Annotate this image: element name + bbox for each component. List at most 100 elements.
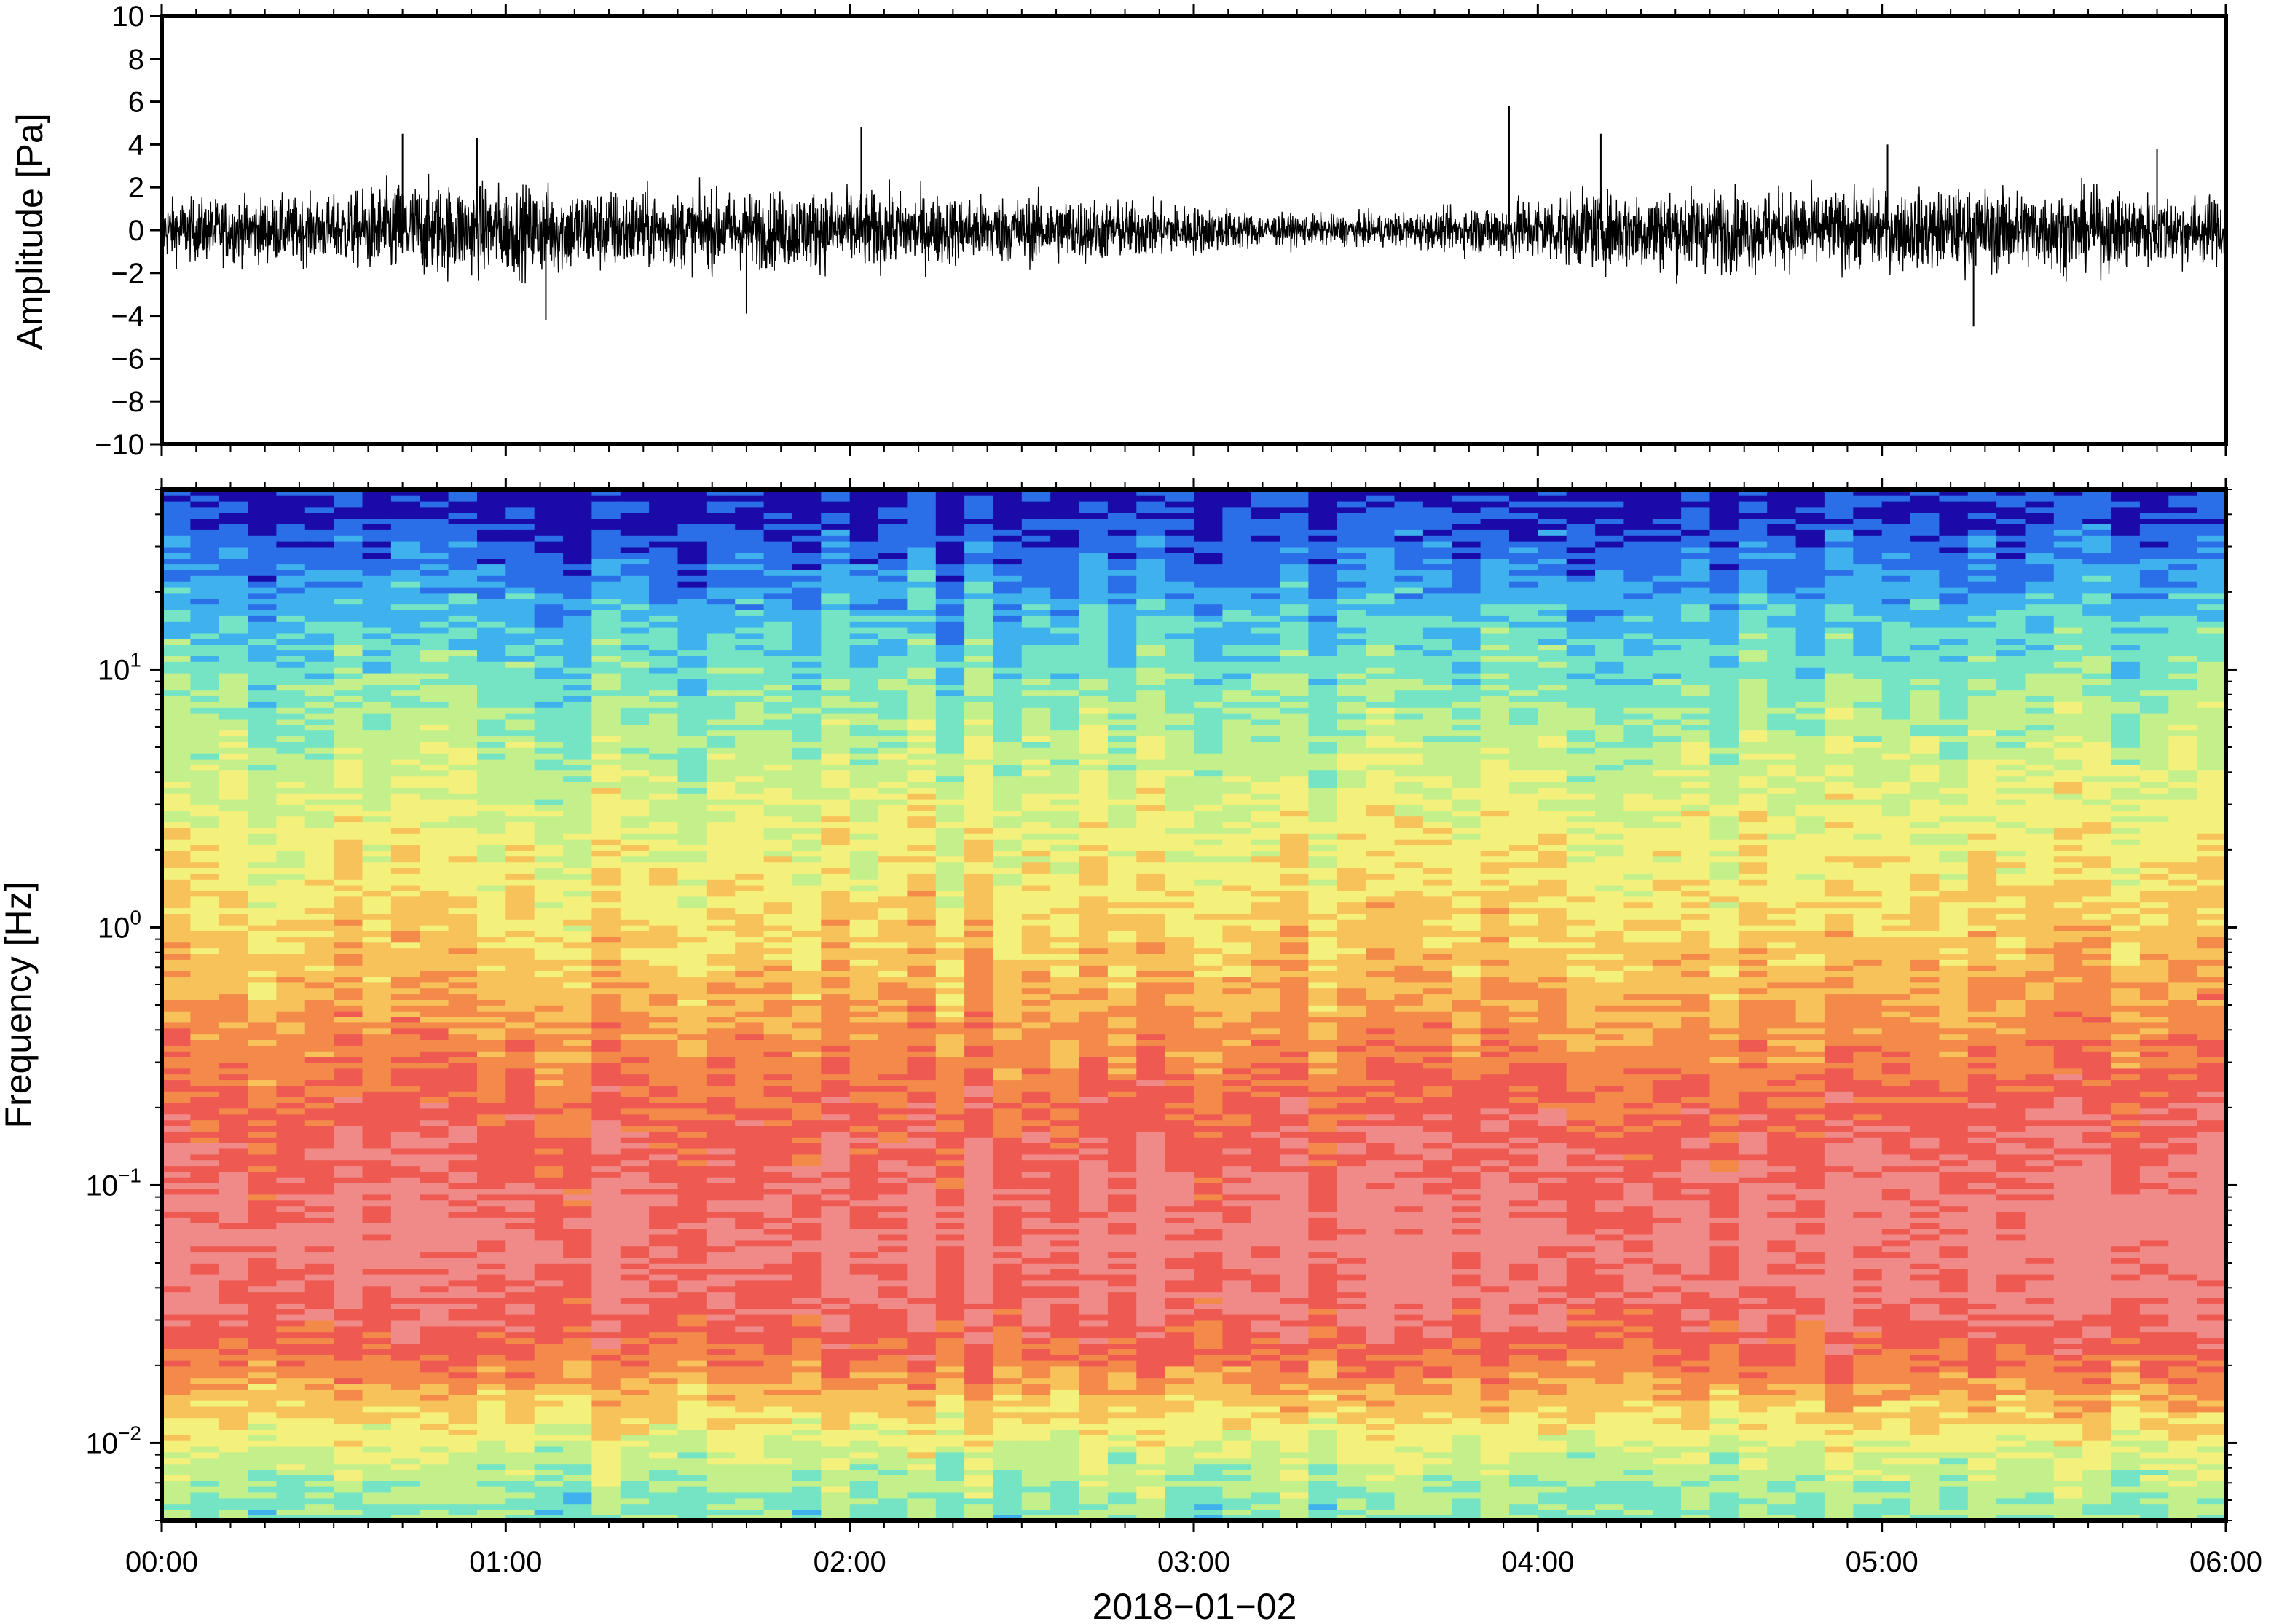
spectrogram-cell xyxy=(792,1154,822,1161)
spectrogram-cell xyxy=(849,1022,879,1029)
spectrogram-cell xyxy=(821,1475,851,1481)
spectrogram-cell xyxy=(334,1108,363,1115)
spectrogram-cell xyxy=(878,850,908,857)
spectrogram-cell xyxy=(390,844,421,851)
spectrogram-cell xyxy=(162,953,192,960)
spectrogram-cell xyxy=(620,1108,650,1115)
spectrogram-cell xyxy=(334,552,363,559)
spectrogram-cell xyxy=(248,655,278,662)
spectrogram-cell xyxy=(334,1331,363,1339)
spectrogram-cell xyxy=(448,1005,478,1012)
spectrogram-cell xyxy=(706,1142,736,1149)
spectrogram-cell xyxy=(849,1010,879,1017)
spectrogram-cell xyxy=(448,1016,478,1023)
spectrogram-cell xyxy=(821,1251,851,1258)
spectrogram-cell xyxy=(190,1022,220,1029)
spectrogram-cell xyxy=(849,524,879,530)
spectrogram-cell xyxy=(190,856,220,863)
spectrogram-cell xyxy=(190,821,220,828)
spectrogram-cell xyxy=(763,580,793,588)
spectrogram-cell xyxy=(534,988,564,995)
spectrogram-cell xyxy=(735,690,765,696)
spectrogram-cell xyxy=(792,558,822,565)
spectrogram-cell xyxy=(448,913,478,920)
spectrogram-cell xyxy=(162,792,192,800)
spectrogram-cell xyxy=(563,592,593,599)
spectrogram-cell xyxy=(649,1303,679,1309)
spectrogram-cell xyxy=(362,524,392,530)
spectrogram-cell xyxy=(735,524,765,530)
spectrogram-cell xyxy=(620,1073,650,1081)
spectrogram-cell xyxy=(420,1491,449,1499)
spectrogram-cell xyxy=(792,970,822,977)
waveform-y-tick-label: 4 xyxy=(128,129,144,161)
spectrogram-cell xyxy=(190,827,220,834)
spectrogram-cell xyxy=(591,1497,621,1505)
spectrogram-cell xyxy=(190,1486,220,1493)
spectrogram-cell xyxy=(763,988,793,995)
spectrogram-cell xyxy=(677,1228,707,1235)
spectrogram-cell xyxy=(362,1085,392,1092)
spectrogram-cell xyxy=(649,1509,679,1515)
spectrogram-cell xyxy=(190,1354,220,1361)
spectrogram-cell xyxy=(477,626,507,634)
spectrogram-cell xyxy=(477,512,507,519)
spectrogram-cell xyxy=(620,1274,650,1281)
spectrogram-cell xyxy=(792,1217,822,1223)
spectrogram-cell xyxy=(276,1308,306,1315)
spectrogram-cell xyxy=(620,1142,650,1149)
spectrogram-cell xyxy=(763,867,793,874)
spectrogram-cell xyxy=(219,1469,248,1475)
spectrogram-cell xyxy=(162,1325,192,1333)
spectrogram-cell xyxy=(735,1062,765,1069)
spectrogram-cell xyxy=(792,821,822,828)
spectrogram-cell xyxy=(735,982,765,989)
spectrogram-cell xyxy=(362,701,392,708)
spectrogram-cell xyxy=(878,1480,908,1487)
spectrogram-cell xyxy=(735,1509,765,1515)
spectrogram-cell xyxy=(362,1062,392,1069)
spectrogram-cell xyxy=(763,718,793,725)
spectrogram-cell xyxy=(219,776,248,782)
spectrogram-cell xyxy=(477,1509,507,1515)
spectrogram-cell xyxy=(849,1303,879,1309)
spectrogram-cell xyxy=(706,1491,736,1499)
spectrogram-cell xyxy=(735,706,765,714)
spectrogram-cell xyxy=(190,776,220,782)
spectrogram-cell xyxy=(706,1377,736,1384)
spectrogram-cell xyxy=(505,1291,535,1298)
spectrogram-cell xyxy=(706,1475,736,1481)
spectrogram-cell xyxy=(849,787,879,794)
spectrogram-cell xyxy=(390,1005,421,1012)
spectrogram-cell xyxy=(677,1211,707,1218)
spectrogram-cell xyxy=(334,632,363,639)
spectrogram-cell xyxy=(390,1285,421,1293)
spectrogram-cell xyxy=(477,856,507,863)
spectrogram-cell xyxy=(735,1394,765,1401)
spectrogram-cell xyxy=(362,856,392,863)
spectrogram-cell xyxy=(334,1033,363,1040)
spectrogram-cell xyxy=(792,1274,822,1281)
spectrogram-cell xyxy=(362,1073,392,1081)
spectrogram-cell xyxy=(849,1406,879,1413)
spectrogram-cell xyxy=(505,1199,535,1207)
spectrogram-cell xyxy=(907,1028,937,1035)
spectrogram-cell xyxy=(907,718,937,725)
spectrogram-cell xyxy=(534,712,564,720)
spectrogram-cell xyxy=(390,661,421,668)
spectrogram-cell xyxy=(334,592,363,599)
spectrogram-cell xyxy=(821,1331,851,1339)
spectrogram-cell xyxy=(706,947,736,954)
spectrogram-cell xyxy=(248,626,278,634)
spectrogram-cell xyxy=(878,964,908,971)
spectrogram-cell xyxy=(190,518,220,524)
spectrogram-cell xyxy=(390,1096,421,1103)
spectrogram-cell xyxy=(304,1022,334,1029)
spectrogram-cell xyxy=(534,1486,564,1493)
spectrogram-cell xyxy=(248,1113,278,1121)
spectrogram-cell xyxy=(448,741,478,748)
spectrogram-cell xyxy=(591,856,621,863)
spectrogram-cell xyxy=(190,615,220,622)
spectrogram-cell xyxy=(706,919,736,926)
spectrogram-cell xyxy=(390,1136,421,1143)
